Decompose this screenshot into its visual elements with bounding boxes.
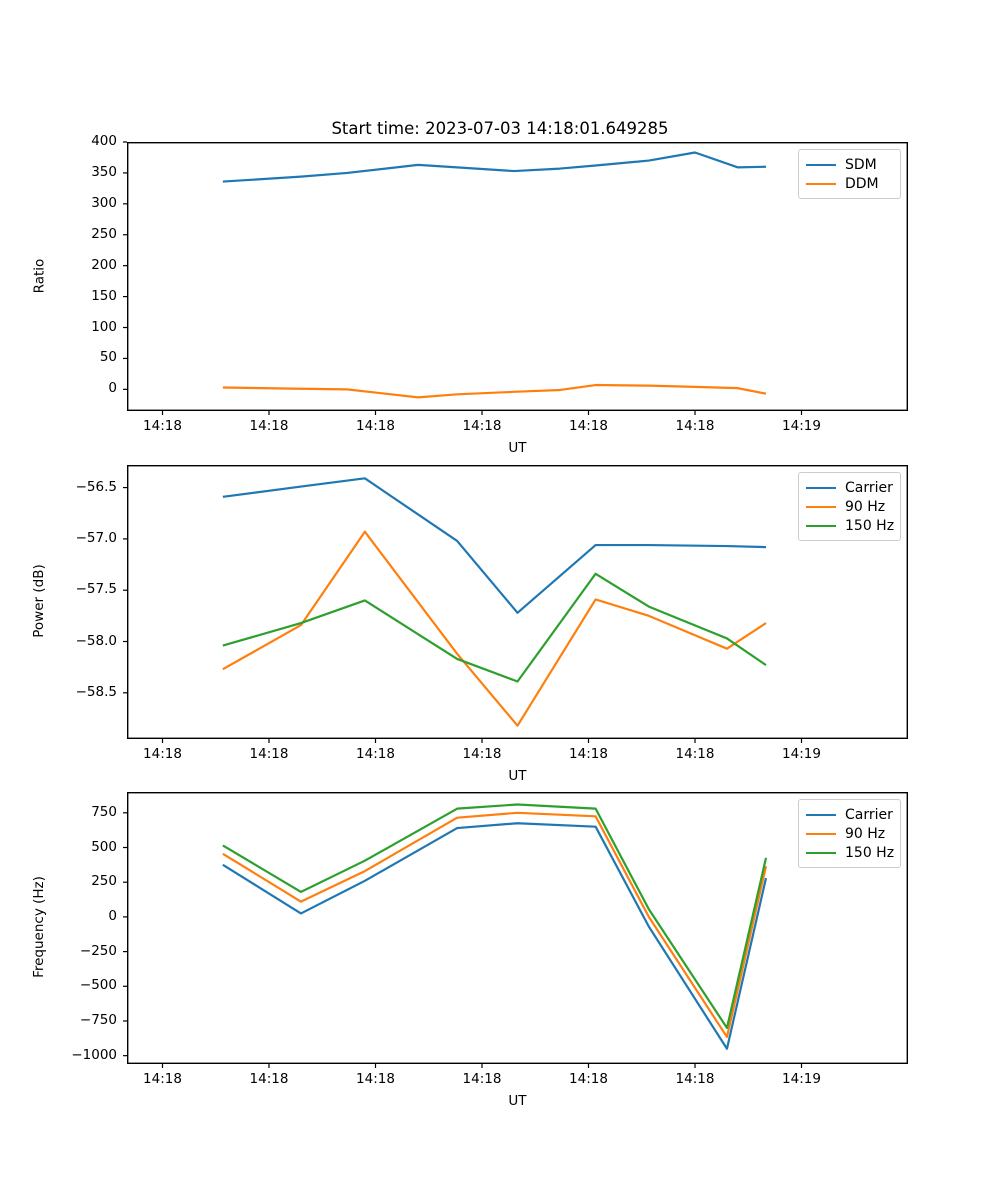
x-axis-label: UT [508, 440, 527, 456]
y-tick-label: 500 [91, 838, 117, 855]
x-tick-label: 14:18 [249, 746, 289, 762]
x-tick-label: 14:19 [782, 418, 821, 434]
x-tick-label: 14:18 [569, 418, 608, 434]
legend-swatch-carrier [806, 486, 836, 489]
chart-panel-1: 14:18 14:18 14:18 14:18 14:18 14:18 14:19 0 50 10… [31, 133, 908, 456]
y-tick-label: −58.5 [75, 683, 117, 700]
legend: Carrier 90 Hz 150 Hz [798, 799, 901, 868]
legend-swatch-150-hz [806, 851, 836, 854]
legend-label: 150 Hz [845, 844, 895, 861]
legend-label: 90 Hz [845, 498, 886, 515]
plot-area [127, 465, 908, 739]
legend-swatch-150-hz [806, 524, 836, 527]
series-line-carrier [222, 477, 767, 614]
x-axis-label: UT [508, 768, 527, 784]
x-tick-label: 14:18 [675, 746, 715, 762]
tick-marks [123, 812, 803, 1068]
x-tick-label: 14:18 [675, 1071, 715, 1087]
legend-item[interactable]: DDM [806, 174, 893, 193]
legend: SDM DDM [798, 149, 901, 199]
series-line-90-hz [222, 811, 768, 1039]
series-line-sdm [222, 151, 767, 183]
legend-item[interactable]: 90 Hz [806, 497, 893, 516]
y-tick-label: −1000 [71, 1046, 117, 1063]
x-tick-label: 14:18 [356, 1071, 395, 1087]
legend: Carrier 90 Hz 150 Hz [798, 472, 901, 541]
y-tick-label: −57.0 [75, 529, 117, 546]
y-tick-label: 50 [99, 349, 117, 366]
legend-item[interactable]: 150 Hz [806, 516, 895, 535]
y-axis-label: Power (dB) [31, 564, 47, 638]
y-tick-label: −57.5 [75, 581, 117, 598]
tick-marks [123, 141, 803, 415]
legend-label: SDM [845, 156, 877, 173]
legend-item[interactable]: Carrier [806, 478, 893, 497]
y-tick-label: 150 [91, 287, 117, 304]
x-tick-label: 14:18 [143, 418, 182, 434]
x-tick-label: 14:18 [356, 418, 395, 434]
y-axis-label: Ratio [31, 258, 47, 293]
axes-frame [127, 792, 908, 1064]
y-tick-label: 100 [91, 318, 117, 335]
legend-item[interactable]: 90 Hz [806, 824, 893, 843]
y-tick-label: −500 [79, 977, 117, 994]
x-tick-label: 14:18 [356, 746, 395, 762]
legend-label: Carrier [845, 806, 893, 823]
x-tick-label: 14:18 [462, 1071, 502, 1087]
y-tick-label: 250 [91, 225, 117, 242]
legend-swatch-carrier [806, 813, 836, 816]
x-tick-label: 14:19 [782, 746, 821, 762]
x-tick-label: 14:18 [143, 746, 182, 762]
y-tick-label: −58.0 [75, 632, 117, 649]
x-tick-label: 14:19 [782, 1071, 821, 1087]
y-tick-label: 300 [91, 194, 117, 211]
y-tick-label: 750 [91, 803, 117, 820]
chart-panel-2: 14:18 14:18 14:18 14:18 14:18 14:18 14:19 −56.5… [31, 465, 908, 784]
legend-item[interactable]: 150 Hz [806, 843, 895, 862]
x-axis-label: UT [508, 1093, 527, 1109]
y-tick-label: −750 [79, 1011, 117, 1028]
chart-panel-3: 14:18 14:18 14:18 14:18 14:18 14:18 14:19 750 50… [31, 792, 908, 1109]
y-tick-label: 400 [91, 133, 117, 149]
x-tick-label: 14:18 [462, 746, 502, 762]
x-tick-label: 14:18 [675, 418, 715, 434]
y-tick-label: −56.5 [75, 478, 117, 495]
x-tick-label: 14:18 [462, 418, 502, 434]
y-tick-label: −250 [79, 942, 117, 959]
legend-swatch-90-hz [806, 505, 836, 508]
legend-swatch-90-hz [806, 832, 836, 835]
legend-label: 150 Hz [845, 517, 895, 534]
legend-item[interactable]: SDM [806, 155, 893, 174]
legend-swatch-sdm [806, 163, 836, 166]
x-tick-label: 14:18 [143, 1071, 182, 1087]
series-line-90-hz [222, 530, 767, 727]
plot-area [127, 792, 908, 1064]
legend-label: 90 Hz [845, 825, 886, 842]
y-axis-label: Frequency (Hz) [31, 876, 47, 978]
series-line-150-hz [222, 803, 768, 1030]
legend-swatch-ddm [806, 182, 836, 185]
figure-title: Start time: 2023-07-03 14:18:01.649285 [331, 119, 669, 138]
axes-frame [127, 465, 908, 739]
tick-marks [123, 486, 803, 743]
x-tick-label: 14:18 [249, 418, 289, 434]
series-line-150-hz [222, 572, 767, 683]
y-tick-label: 250 [91, 873, 117, 890]
y-tick-label: 350 [91, 163, 117, 180]
legend-item[interactable]: Carrier [806, 805, 893, 824]
y-tick-label: 0 [108, 380, 117, 397]
x-tick-label: 14:18 [569, 1071, 608, 1087]
legend-label: DDM [845, 175, 879, 192]
x-tick-label: 14:18 [569, 746, 608, 762]
y-tick-label: 0 [108, 907, 117, 924]
y-tick-label: 200 [91, 256, 117, 273]
plot-area [127, 142, 908, 411]
legend-label: Carrier [845, 479, 893, 496]
series-line-carrier [222, 822, 768, 1050]
axes-frame [127, 142, 908, 411]
series-line-ddm [222, 383, 767, 399]
x-tick-label: 14:18 [249, 1071, 289, 1087]
